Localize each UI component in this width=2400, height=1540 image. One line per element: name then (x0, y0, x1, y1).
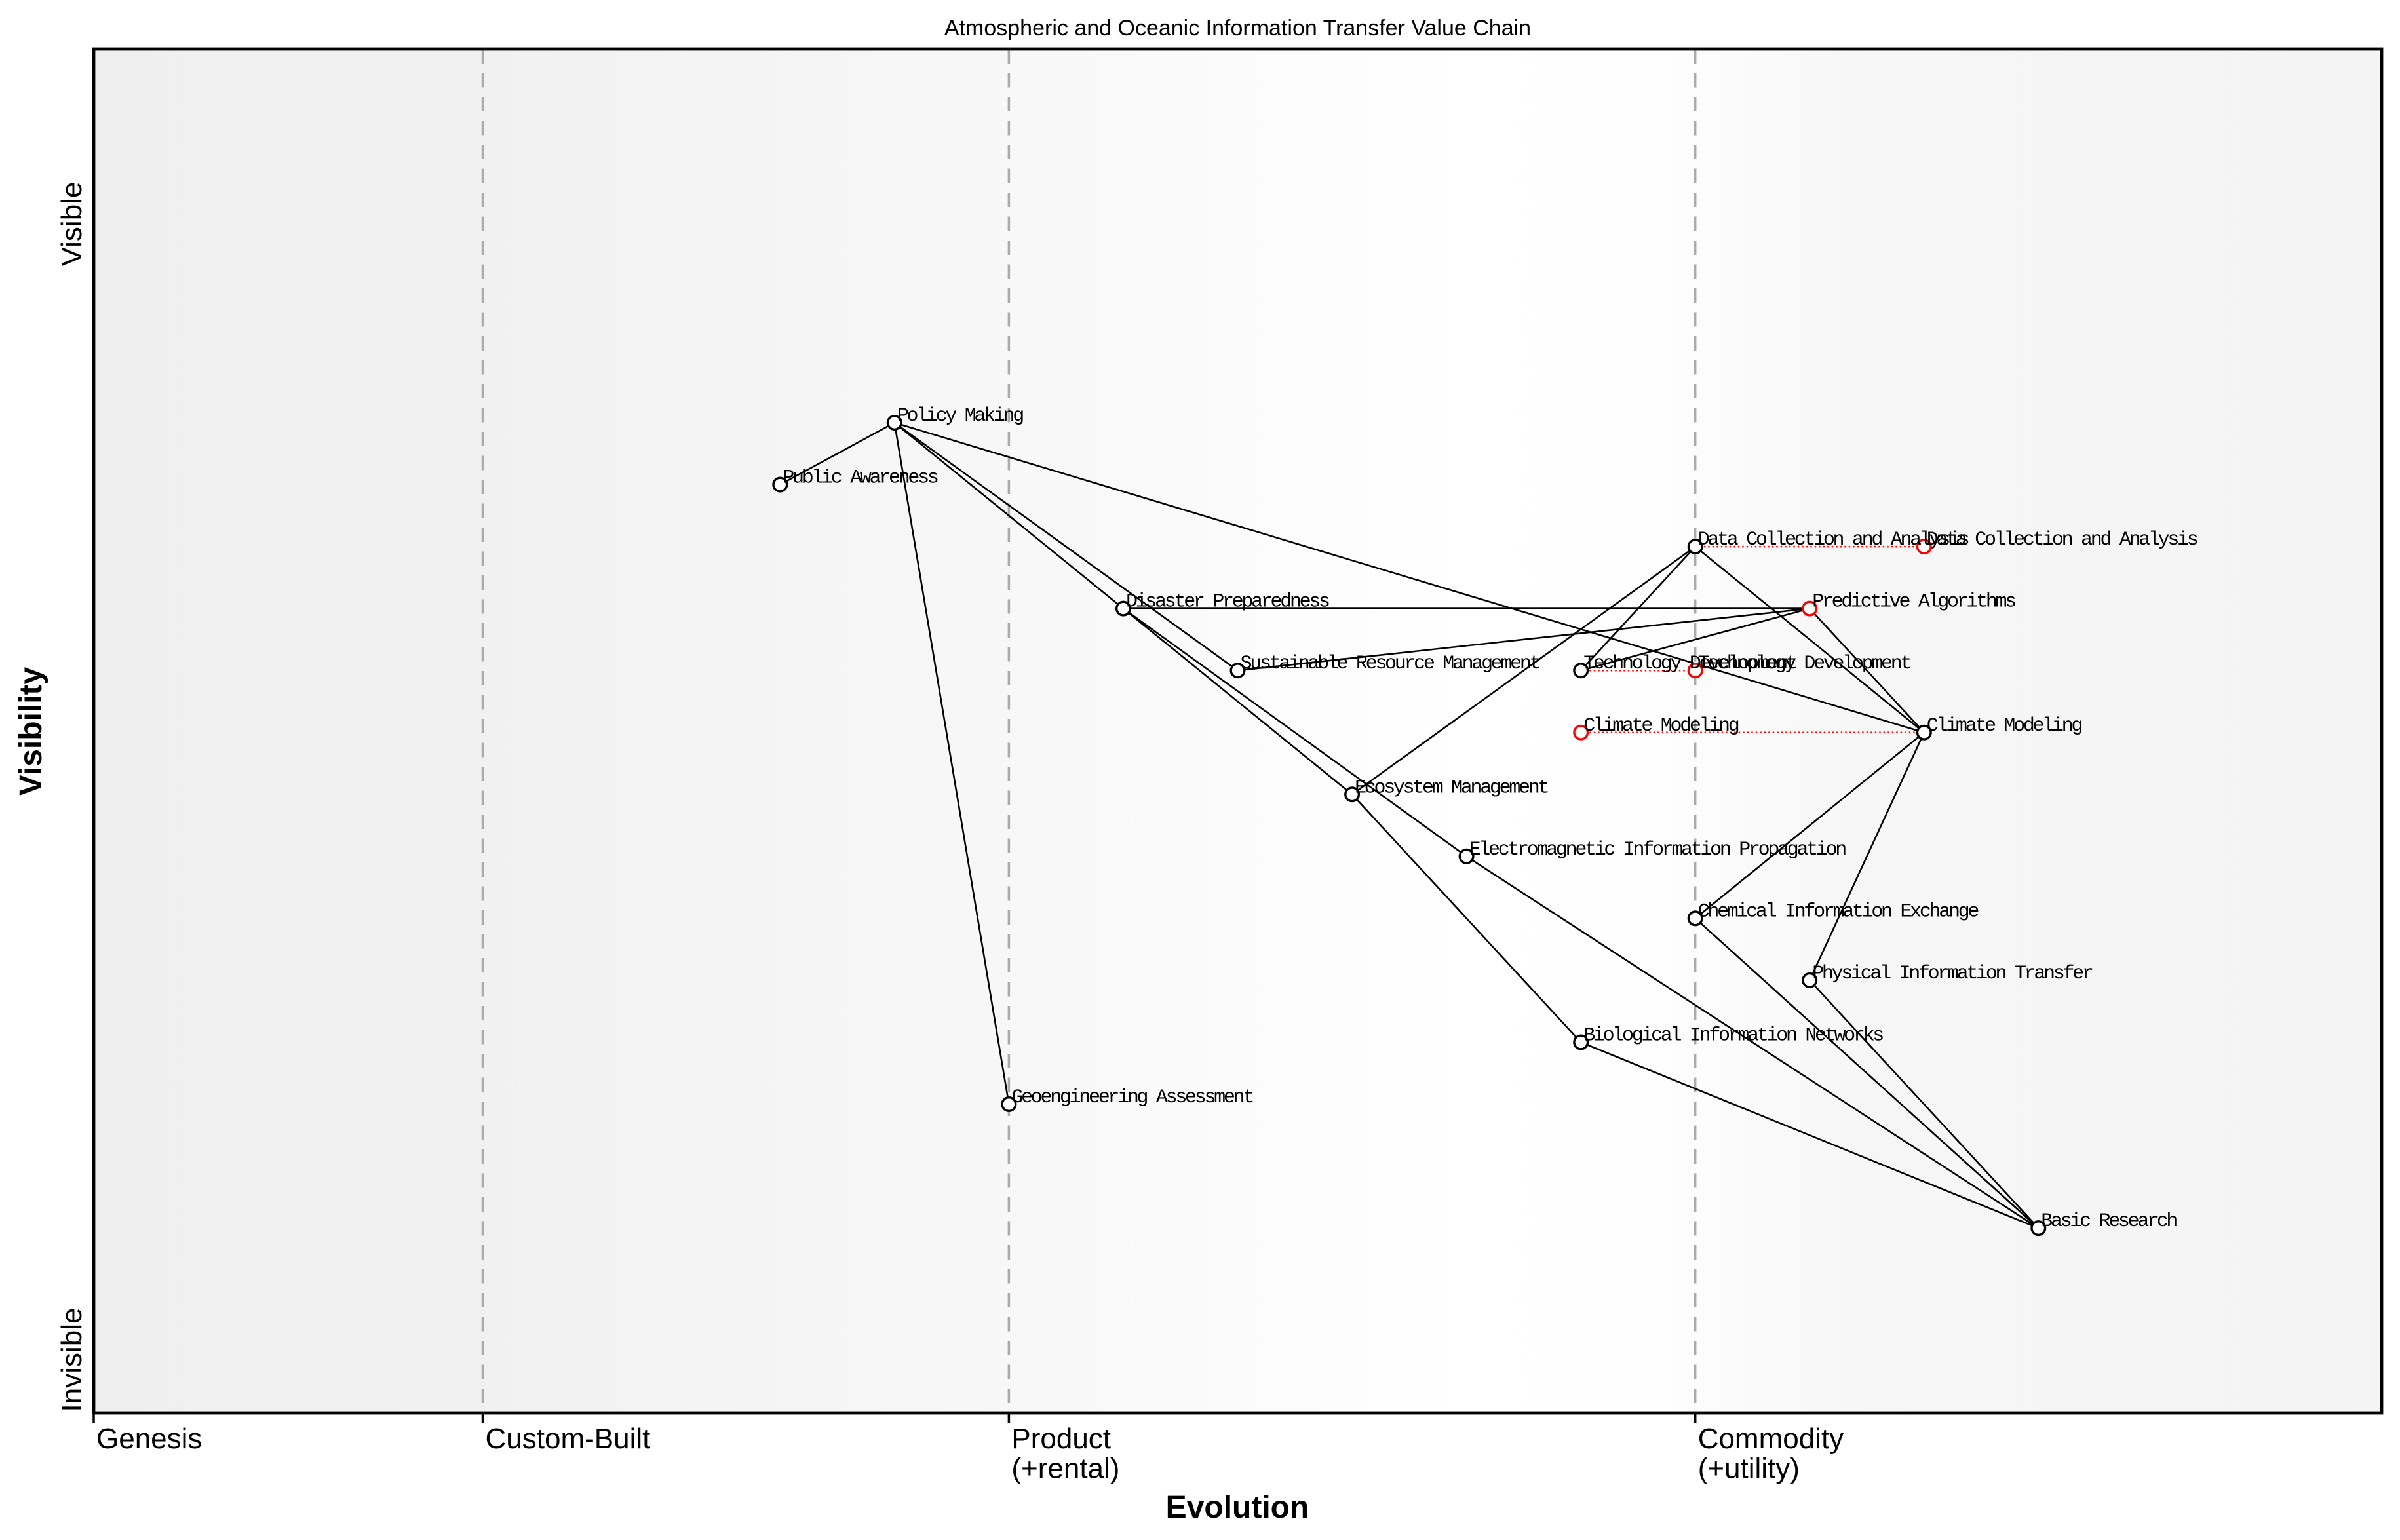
svg-text:Biological Information Network: Biological Information Networks (1583, 1025, 1883, 1047)
svg-text:Commodity: Commodity (1698, 1423, 1844, 1455)
svg-text:Ecosystem Management: Ecosystem Management (1355, 777, 1547, 799)
svg-text:Invisible: Invisible (56, 1308, 88, 1412)
svg-text:Evolution: Evolution (1166, 1490, 1309, 1525)
svg-text:Physical Information Transfer: Physical Information Transfer (1812, 963, 2093, 985)
svg-text:Technology Development: Technology Development (1583, 653, 1796, 675)
svg-text:Visible: Visible (56, 182, 88, 267)
svg-text:(+utility): (+utility) (1698, 1453, 1800, 1485)
svg-text:Disaster Preparedness: Disaster Preparedness (1126, 591, 1329, 613)
svg-text:Data Collection and Analysis: Data Collection and Analysis (1927, 529, 2197, 551)
svg-text:Climate Modeling: Climate Modeling (1927, 715, 2082, 737)
svg-text:Policy Making: Policy Making (897, 405, 1023, 427)
svg-text:Climate Modeling: Climate Modeling (1583, 715, 1739, 737)
svg-text:Basic Research: Basic Research (2041, 1210, 2177, 1233)
svg-text:Genesis: Genesis (96, 1423, 202, 1455)
svg-text:Visibility: Visibility (14, 666, 48, 796)
svg-text:Electromagnetic Information Pr: Electromagnetic Information Propagation (1469, 839, 1846, 861)
svg-text:(+rental): (+rental) (1011, 1453, 1119, 1485)
svg-text:Predictive Algorithms: Predictive Algorithms (1812, 591, 2015, 613)
svg-text:Data Collection and Analysis: Data Collection and Analysis (1698, 529, 1969, 551)
svg-text:Geoengineering Assessment: Geoengineering Assessment (1011, 1087, 1252, 1109)
svg-text:Custom-Built: Custom-Built (486, 1423, 651, 1455)
svg-text:Public Awareness: Public Awareness (783, 467, 938, 490)
svg-text:Product: Product (1011, 1423, 1111, 1455)
svg-text:Sustainable Resource Managemen: Sustainable Resource Management (1241, 653, 1539, 675)
svg-text:Technology Development: Technology Development (1698, 653, 1910, 675)
svg-text:Chemical Information Exchange: Chemical Information Exchange (1698, 900, 1979, 923)
svg-text:Atmospheric and Oceanic Inform: Atmospheric and Oceanic Information Tran… (944, 16, 1531, 41)
